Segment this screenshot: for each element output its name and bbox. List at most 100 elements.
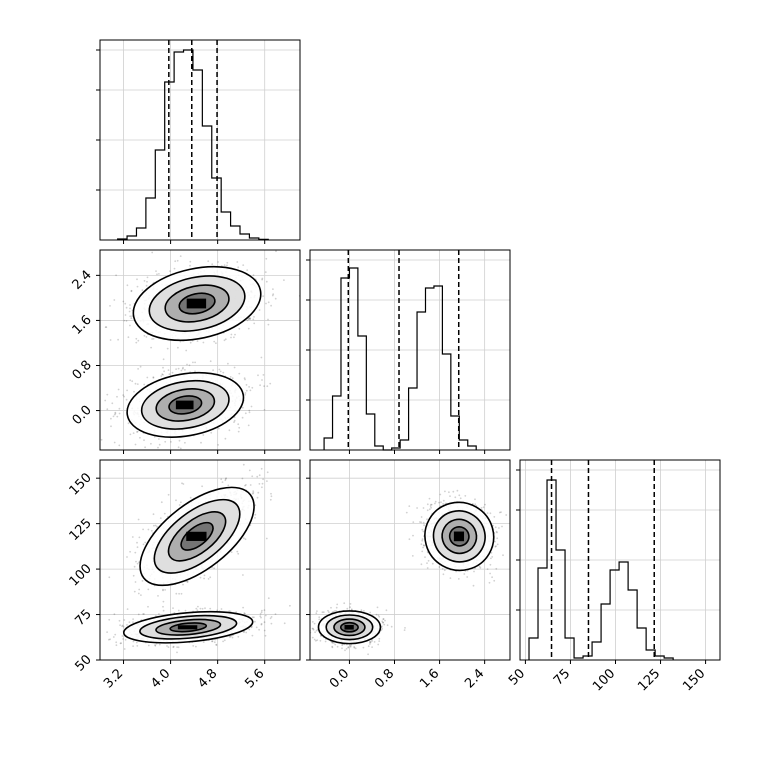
- scatter-point: [125, 306, 128, 309]
- scatter-point: [272, 293, 275, 296]
- scatter-point: [174, 260, 177, 263]
- scatter-point: [344, 649, 346, 652]
- scatter-point: [113, 613, 116, 616]
- scatter-point: [136, 278, 138, 281]
- scatter-point: [162, 589, 164, 592]
- scatter-point: [314, 631, 316, 634]
- scatter-point: [493, 516, 496, 518]
- y-tick-label: 0.8: [70, 358, 95, 383]
- scatter-point: [128, 310, 131, 313]
- scatter-point: [217, 444, 220, 446]
- scatter-point: [315, 639, 317, 642]
- scatter-point: [261, 482, 264, 485]
- scatter-point: [162, 605, 164, 608]
- scatter-point: [505, 514, 508, 516]
- x-tick-label: 5.6: [242, 666, 267, 691]
- scatter-point: [426, 567, 429, 569]
- scatter-point: [478, 565, 481, 568]
- scatter-point: [250, 626, 253, 629]
- scatter-point: [491, 576, 493, 579]
- scatter-point: [421, 538, 424, 540]
- scatter-point: [227, 484, 230, 487]
- scatter-point: [137, 613, 140, 616]
- scatter-point: [251, 625, 253, 628]
- scatter-point: [243, 612, 246, 614]
- scatter-point: [269, 382, 272, 385]
- scatter-point: [147, 528, 150, 531]
- scatter-point: [122, 638, 124, 640]
- scatter-point: [238, 327, 241, 330]
- scatter-point: [180, 592, 183, 595]
- scatter-point: [164, 440, 167, 443]
- scatter-point: [258, 244, 260, 246]
- scatter-point: [234, 333, 236, 336]
- scatter-point: [243, 631, 245, 633]
- scatter-point: [162, 600, 165, 603]
- scatter-point: [228, 429, 231, 432]
- scatter-point: [482, 506, 485, 509]
- scatter-point: [121, 625, 123, 628]
- scatter-point: [259, 615, 262, 618]
- scatter-point: [324, 640, 327, 643]
- scatter-point: [489, 512, 492, 515]
- scatter-point: [180, 501, 182, 504]
- scatter-point: [136, 541, 138, 544]
- scatter-point: [182, 583, 184, 586]
- scatter-point: [207, 578, 210, 580]
- scatter-point: [123, 648, 126, 650]
- scatter-point: [474, 503, 477, 506]
- scatter-point: [501, 525, 503, 528]
- scatter-point: [150, 346, 153, 349]
- scatter-point: [226, 261, 229, 264]
- scatter-point: [203, 577, 206, 580]
- scatter-point: [266, 471, 269, 474]
- scatter-point: [218, 368, 221, 371]
- scatter-point: [236, 261, 239, 263]
- scatter-point: [131, 380, 134, 383]
- scatter-point: [108, 576, 111, 579]
- scatter-point: [132, 645, 135, 647]
- scatter-point: [244, 412, 247, 415]
- scatter-point: [346, 607, 349, 610]
- scatter-point: [242, 264, 245, 266]
- scatter-point: [456, 489, 459, 492]
- scatter-point: [98, 627, 100, 629]
- scatter-point: [253, 616, 255, 619]
- scatter-point: [202, 641, 205, 643]
- scatter-point: [498, 527, 500, 529]
- scatter-point: [162, 588, 164, 591]
- scatter-point: [424, 556, 426, 558]
- scatter-point: [266, 480, 268, 482]
- scatter-point: [236, 550, 239, 553]
- scatter-point: [137, 339, 140, 342]
- scatter-point: [152, 338, 155, 340]
- scatter-point: [237, 635, 240, 638]
- scatter-point: [215, 643, 218, 646]
- scatter-point: [230, 336, 232, 339]
- scatter-point: [493, 579, 496, 582]
- scatter-point: [442, 503, 444, 505]
- scatter-point: [494, 526, 497, 529]
- scatter-point: [166, 645, 168, 647]
- scatter-point: [118, 444, 121, 447]
- axes-frame: [99, 249, 301, 451]
- density-peak: [175, 400, 194, 410]
- scatter-point: [270, 616, 273, 618]
- scatter-point: [307, 627, 309, 629]
- panel-2-1: 0.0 0.8 1.6 2.4: [306, 459, 511, 691]
- scatter-point: [245, 484, 247, 486]
- scatter-point: [182, 483, 185, 485]
- scatter-point: [259, 613, 262, 615]
- scatter-point: [265, 257, 268, 260]
- scatter-point: [202, 341, 205, 344]
- scatter-point: [130, 290, 133, 293]
- scatter-point: [133, 565, 136, 568]
- scatter-point: [423, 524, 425, 527]
- scatter-point: [457, 578, 460, 580]
- scatter-point: [124, 302, 127, 305]
- scatter-point: [162, 373, 164, 376]
- scatter-point: [422, 521, 425, 524]
- scatter-point: [143, 383, 146, 386]
- scatter-point: [255, 626, 258, 629]
- scatter-point: [114, 412, 117, 415]
